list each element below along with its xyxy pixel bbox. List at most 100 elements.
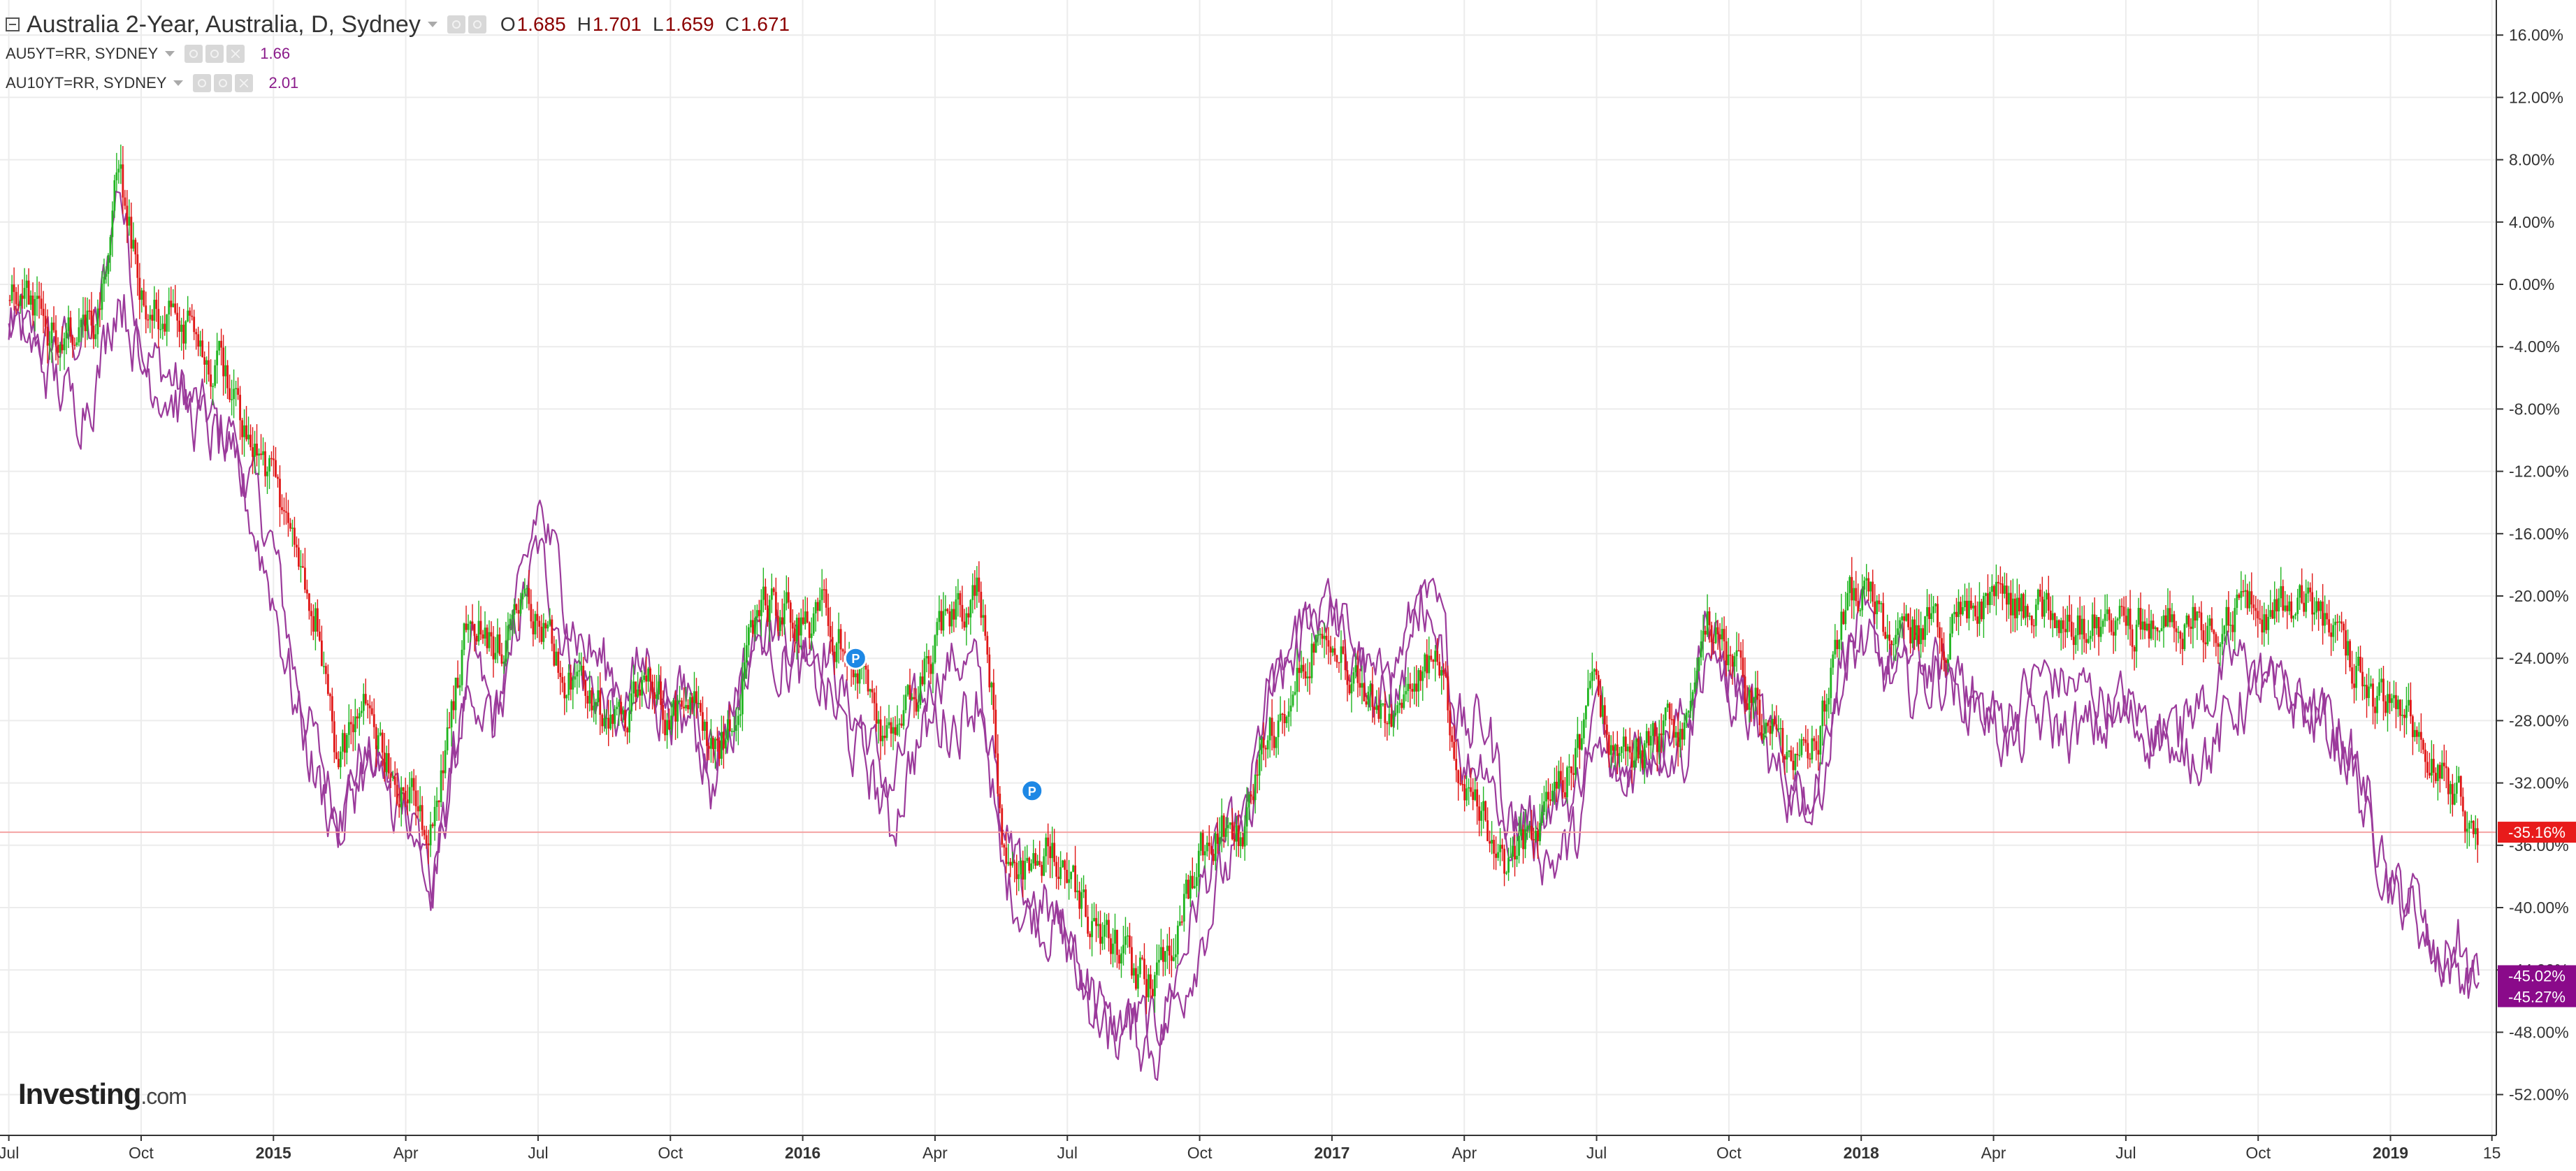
candle-body-up bbox=[1828, 698, 1830, 705]
x-tick-label: Jul bbox=[528, 1144, 548, 1162]
candle-body-up bbox=[505, 640, 507, 662]
candle-body-up bbox=[2225, 606, 2228, 626]
chevron-down-icon[interactable] bbox=[427, 22, 437, 27]
gear-icon[interactable] bbox=[214, 74, 233, 92]
candle-body-down bbox=[806, 611, 809, 623]
candle-body-up bbox=[2162, 615, 2165, 629]
candle-body-up bbox=[1306, 676, 1309, 678]
candle-body-up bbox=[1114, 929, 1116, 944]
candle-body-down bbox=[1325, 635, 1328, 641]
candle-body-down bbox=[2372, 683, 2374, 707]
candle-body-down bbox=[1890, 641, 1893, 646]
candle-body-up bbox=[1260, 739, 1263, 755]
candle-body-down bbox=[1015, 862, 1018, 880]
investing-logo[interactable]: Investing.com bbox=[18, 1077, 187, 1111]
candle-body-down bbox=[929, 664, 932, 674]
candle-body-down bbox=[210, 374, 212, 387]
candle-body-up bbox=[1174, 954, 1177, 957]
candle-body-up bbox=[923, 658, 926, 685]
candle-body-up bbox=[1853, 588, 1855, 601]
gear-icon[interactable] bbox=[468, 15, 486, 34]
au5y-series-label[interactable]: AU5YT=RR, SYDNEY bbox=[6, 45, 159, 62]
candle-body-down bbox=[260, 453, 262, 456]
y-tick-label: -48.00% bbox=[2509, 1023, 2569, 1041]
candle-body-up bbox=[854, 673, 857, 678]
candle-body-down bbox=[557, 651, 560, 674]
candle-body-down bbox=[427, 843, 430, 845]
candle-body-down bbox=[791, 623, 794, 629]
candle-body-down bbox=[900, 723, 903, 726]
candle-body-down bbox=[1570, 766, 1572, 773]
candle-body-up bbox=[2223, 625, 2226, 634]
candle-body-down bbox=[1514, 845, 1516, 860]
candle-body-up bbox=[1505, 872, 1507, 874]
candle-body-up bbox=[1558, 771, 1560, 789]
candle-body-up bbox=[1893, 643, 1895, 646]
candle-body-down bbox=[308, 593, 310, 611]
candle-body-down bbox=[2336, 621, 2338, 623]
candle-body-up bbox=[1154, 975, 1156, 996]
candle-body-up bbox=[140, 290, 143, 300]
candle-body-up bbox=[1197, 850, 1200, 878]
candle-body-up bbox=[1112, 943, 1114, 954]
candle-body-up bbox=[1127, 935, 1129, 937]
au10y-series-label[interactable]: AU10YT=RR, SYDNEY bbox=[6, 74, 167, 92]
candle-body-up bbox=[1714, 627, 1717, 643]
candle-body-down bbox=[635, 681, 637, 697]
candle-body-up bbox=[795, 618, 798, 641]
candle-body-down bbox=[1501, 844, 1503, 849]
candle-body-up bbox=[1991, 586, 1993, 592]
y-tick-label: -32.00% bbox=[2509, 774, 2569, 792]
candle-body-down bbox=[2194, 606, 2197, 621]
candle-body-down bbox=[992, 683, 995, 710]
candle-body-up bbox=[1068, 879, 1071, 883]
close-icon[interactable] bbox=[235, 74, 254, 92]
candle-body-down bbox=[1750, 690, 1753, 704]
candle-body-down bbox=[1922, 628, 1924, 640]
chevron-down-icon[interactable] bbox=[165, 51, 175, 57]
x-tick-label: 2018 bbox=[1844, 1144, 1879, 1162]
candle-body-up bbox=[400, 787, 403, 808]
candle-body-down bbox=[1792, 760, 1795, 771]
candle-body-down bbox=[873, 692, 876, 704]
candle-body-up bbox=[101, 284, 103, 310]
candle-body-up bbox=[1072, 865, 1074, 872]
candle-body-up bbox=[2051, 613, 2054, 620]
close-icon[interactable] bbox=[226, 45, 245, 63]
candle-body-down bbox=[2187, 616, 2190, 627]
y-tick-label: 16.00% bbox=[2509, 26, 2563, 44]
candle-body-up bbox=[1434, 650, 1437, 662]
gear-icon[interactable] bbox=[205, 45, 224, 63]
candle-body-down bbox=[191, 315, 194, 317]
value-tag-label: -45.27% bbox=[2508, 989, 2566, 1006]
candle-body-down bbox=[1999, 583, 2002, 585]
candle-body-up bbox=[741, 678, 744, 715]
candle-body-up bbox=[2470, 820, 2473, 823]
chevron-down-icon[interactable] bbox=[173, 80, 184, 86]
candle-body-down bbox=[751, 620, 754, 634]
candle-body-down bbox=[1453, 741, 1456, 759]
eye-icon[interactable] bbox=[193, 74, 212, 92]
candle-body-up bbox=[1097, 924, 1099, 926]
candlestick-series bbox=[8, 144, 2479, 1014]
candle-body-up bbox=[2288, 601, 2291, 611]
collapse-icon[interactable] bbox=[6, 17, 20, 31]
candle-body-up bbox=[1287, 711, 1290, 717]
main-series-title[interactable]: Australia 2-Year, Australia, D, Sydney bbox=[27, 10, 421, 38]
candle-body-down bbox=[1386, 722, 1389, 725]
candle-body-up bbox=[502, 662, 505, 664]
candle-body-down bbox=[2022, 594, 2025, 618]
candle-body-down bbox=[2416, 729, 2418, 737]
eye-icon[interactable] bbox=[447, 15, 465, 34]
candle-body-down bbox=[2143, 621, 2146, 631]
open-label: O bbox=[500, 13, 516, 35]
candle-body-up bbox=[2468, 822, 2470, 829]
eye-icon[interactable] bbox=[184, 45, 203, 63]
candle-body-up bbox=[779, 617, 781, 632]
candle-body-up bbox=[341, 733, 344, 752]
candle-body-up bbox=[2171, 614, 2173, 623]
candle-body-up bbox=[630, 693, 633, 712]
candle-body-up bbox=[1687, 711, 1690, 713]
